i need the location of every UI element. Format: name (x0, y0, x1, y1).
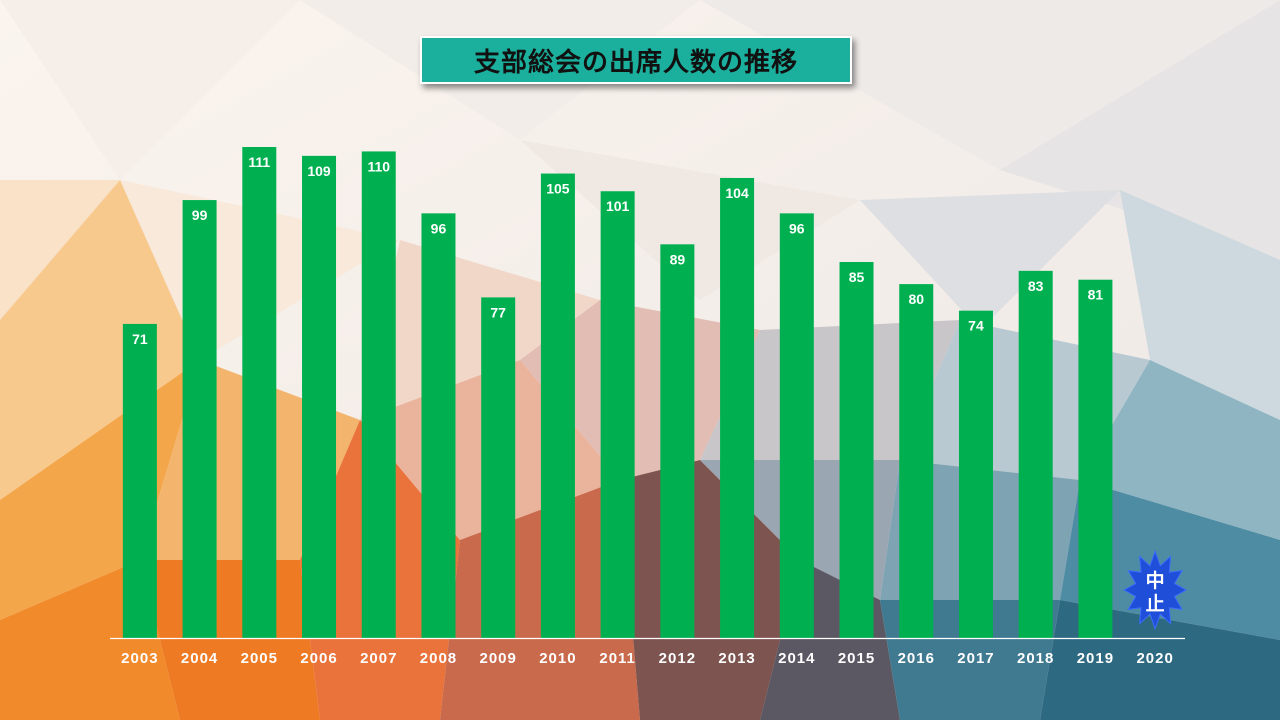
x-tick-label-2012: 2012 (659, 650, 696, 667)
bar-2008 (421, 213, 456, 638)
data-label-2003: 71 (132, 331, 148, 347)
x-tick-label-2006: 2006 (300, 650, 337, 667)
bar-2014 (779, 213, 814, 638)
x-tick-label-2008: 2008 (420, 650, 457, 667)
data-label-2019: 81 (1088, 287, 1104, 303)
bar-2011 (600, 191, 635, 638)
cancel-label-line2: 止 (1146, 593, 1165, 615)
data-label-2017: 74 (968, 318, 984, 334)
x-tick-label-2018: 2018 (1017, 650, 1054, 667)
x-tick-label-2017: 2017 (957, 650, 994, 667)
x-tick-label-2005: 2005 (241, 650, 278, 667)
bar-2003 (122, 323, 157, 638)
chart-title-box: 支部総会の出席人数の推移 (420, 36, 852, 84)
bar-2018 (1018, 270, 1053, 638)
data-label-2004: 99 (192, 207, 208, 223)
data-label-2014: 96 (789, 220, 805, 236)
starburst-icon (1123, 549, 1188, 631)
x-tick-label-2014: 2014 (778, 650, 815, 667)
chart-title: 支部総会の出席人数の推移 (473, 47, 798, 78)
bar-2012 (660, 244, 695, 639)
data-label-2007: 110 (367, 158, 390, 174)
bar-2007 (361, 151, 396, 639)
x-tick-label-2011: 2011 (599, 650, 636, 667)
x-tick-label-2004: 2004 (181, 650, 218, 667)
bar-2010 (540, 173, 575, 639)
bar-2017 (958, 310, 993, 638)
bar-2009 (481, 297, 516, 638)
bar-2006 (302, 155, 337, 638)
bar-2013 (720, 177, 755, 638)
data-label-2010: 105 (546, 181, 570, 197)
cancel-label-line1: 中 (1146, 569, 1165, 592)
data-label-2018: 83 (1028, 278, 1044, 294)
bar-2015 (839, 262, 874, 638)
data-label-2015: 85 (849, 269, 865, 285)
bar-2016 (899, 284, 934, 638)
data-label-2006: 109 (307, 163, 331, 179)
x-tick-label-2016: 2016 (898, 650, 935, 667)
data-label-2016: 80 (908, 291, 924, 307)
x-tick-label-2015: 2015 (838, 650, 875, 667)
x-tick-label-2020: 2020 (1136, 650, 1173, 667)
data-label-2008: 96 (431, 220, 447, 236)
x-tick-label-2010: 2010 (539, 650, 576, 667)
data-label-2005: 111 (248, 154, 270, 170)
x-tick-label-2009: 2009 (480, 650, 517, 667)
data-label-2009: 77 (490, 304, 506, 320)
x-tick-label-2019: 2019 (1077, 650, 1114, 667)
x-tick-label-2003: 2003 (121, 650, 158, 667)
data-label-2011: 101 (606, 198, 630, 214)
x-tick-label-2007: 2007 (360, 650, 397, 667)
bar-2019 (1078, 279, 1113, 638)
bar-2005 (242, 147, 277, 638)
data-label-2012: 89 (670, 251, 686, 267)
data-label-2013: 104 (725, 185, 749, 201)
x-tick-label-2013: 2013 (718, 650, 755, 667)
bar-2004 (182, 200, 217, 638)
